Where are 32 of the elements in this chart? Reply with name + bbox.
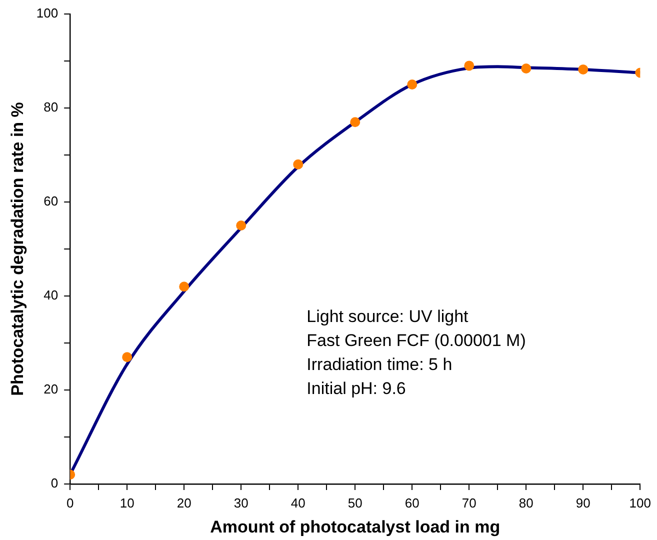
point xyxy=(578,64,588,74)
x-tick-label: 40 xyxy=(290,495,306,510)
x-tick-label: 100 xyxy=(629,495,652,510)
x-tick-label: 70 xyxy=(462,495,476,510)
x-tick-label: 0 xyxy=(66,495,74,510)
y-tick-label: 100 xyxy=(36,6,58,21)
x-tick-label: 60 xyxy=(404,495,420,510)
y-tick-label: 60 xyxy=(44,194,58,209)
point xyxy=(350,117,360,128)
point xyxy=(464,60,474,71)
point xyxy=(122,352,132,362)
y-tick-label: 0 xyxy=(50,476,58,491)
x-tick-label: 10 xyxy=(120,495,134,510)
y-tick-label: 80 xyxy=(44,100,58,115)
y-tick-label: 20 xyxy=(44,382,58,397)
x-axis-title: Amount of photocatalyst load in mg xyxy=(210,517,500,536)
x-tick-label: 20 xyxy=(176,495,192,510)
point xyxy=(293,159,304,170)
point xyxy=(521,64,532,74)
x-tick-label: 50 xyxy=(348,495,362,510)
point xyxy=(236,220,246,230)
x-tick-label: 80 xyxy=(518,495,534,510)
x-tick-label: 90 xyxy=(576,495,590,510)
y-axis-title: Photocatalytic degradation rate in % xyxy=(8,102,27,396)
point xyxy=(407,80,418,90)
point xyxy=(179,282,190,292)
annotation: Initial pH: 9.6 xyxy=(306,378,406,398)
y-tick-label: 40 xyxy=(44,288,58,303)
annotation: Irradiation time: 5 h xyxy=(306,354,452,374)
annotation: Light source: UV light xyxy=(306,306,469,326)
x-tick-label: 30 xyxy=(234,495,248,510)
annotation: Fast Green FCF (0.00001 M) xyxy=(306,330,526,350)
